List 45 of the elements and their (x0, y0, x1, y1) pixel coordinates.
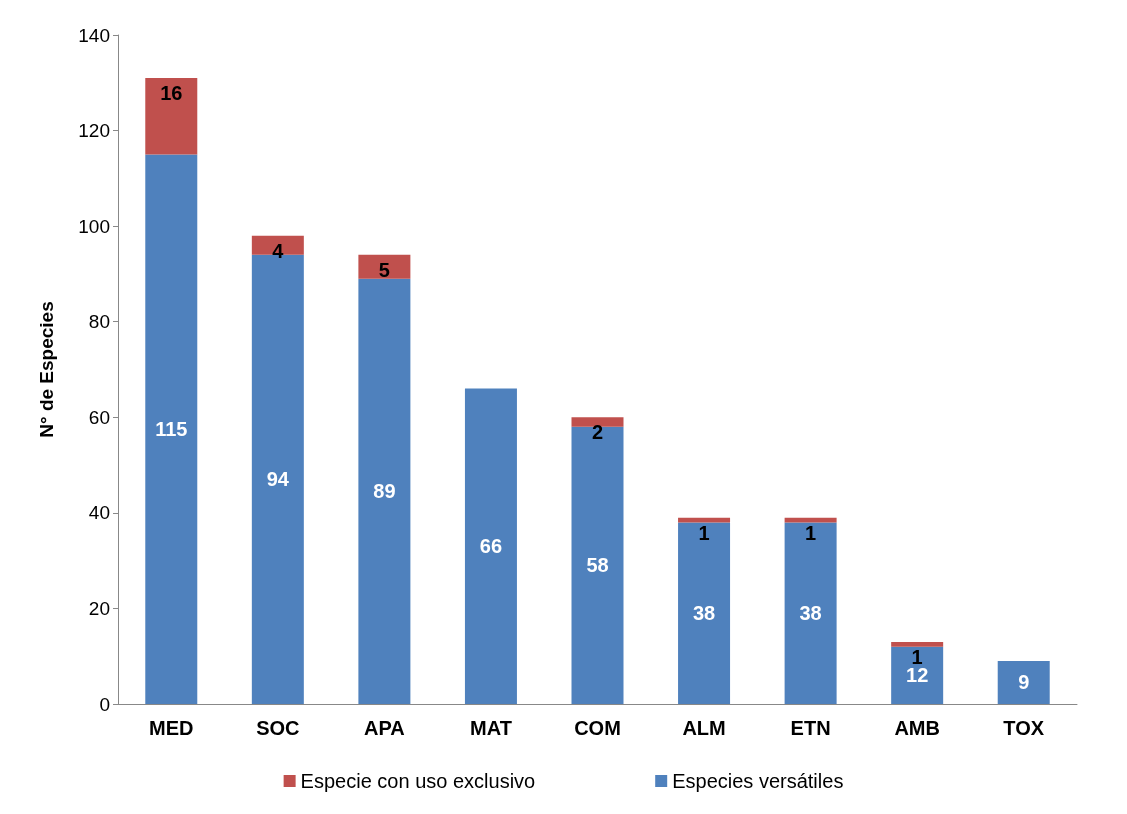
bar (891, 641, 944, 647)
data-label: 1 (805, 521, 817, 544)
legend-label: Especies versátiles (672, 770, 844, 792)
y-tick-label: 120 (78, 120, 110, 142)
x-tick-label: TOX (1003, 717, 1045, 739)
x-tick-label: COM (574, 717, 621, 739)
y-axis-title: N° de Especies (36, 301, 57, 438)
data-label: 16 (160, 82, 183, 105)
x-tick-label: MED (149, 717, 194, 739)
x-tick-label: ETN (790, 717, 831, 739)
data-label: 94 (266, 468, 290, 491)
data-label: 9 (1018, 671, 1030, 694)
y-tick-label: 20 (88, 597, 110, 619)
data-label: 38 (692, 602, 716, 625)
data-label: 38 (799, 602, 822, 625)
x-tick-label: SOC (256, 717, 300, 739)
bar (997, 660, 1050, 704)
bar (891, 646, 944, 704)
bar (464, 388, 517, 704)
y-tick-label: 0 (99, 693, 110, 715)
x-tick-label: MAT (470, 717, 512, 739)
data-label: 5 (378, 258, 390, 281)
y-tick-label: 140 (78, 24, 110, 46)
bar (571, 426, 624, 704)
data-label: 1 (698, 521, 710, 544)
y-tick-label: 40 (88, 502, 110, 524)
y-tick-label: 60 (88, 406, 110, 428)
y-tick-label: 100 (78, 215, 110, 237)
data-label: 89 (373, 480, 396, 503)
data-label: 58 (586, 554, 609, 577)
bar (571, 417, 624, 427)
bar (145, 154, 198, 704)
x-tick-label: APA (364, 717, 405, 739)
x-tick-label: ALM (682, 717, 726, 739)
bar (784, 522, 837, 704)
bar (358, 254, 411, 279)
data-label: 2 (591, 421, 604, 444)
bar (358, 278, 411, 704)
legend-label: Especie con uso exclusivo (300, 770, 536, 792)
data-label: 66 (479, 535, 503, 558)
y-tick-label: 80 (88, 311, 110, 333)
x-tick-label: AMB (894, 717, 940, 739)
bar (678, 522, 731, 704)
bar (145, 78, 198, 155)
data-label: 115 (155, 418, 188, 441)
